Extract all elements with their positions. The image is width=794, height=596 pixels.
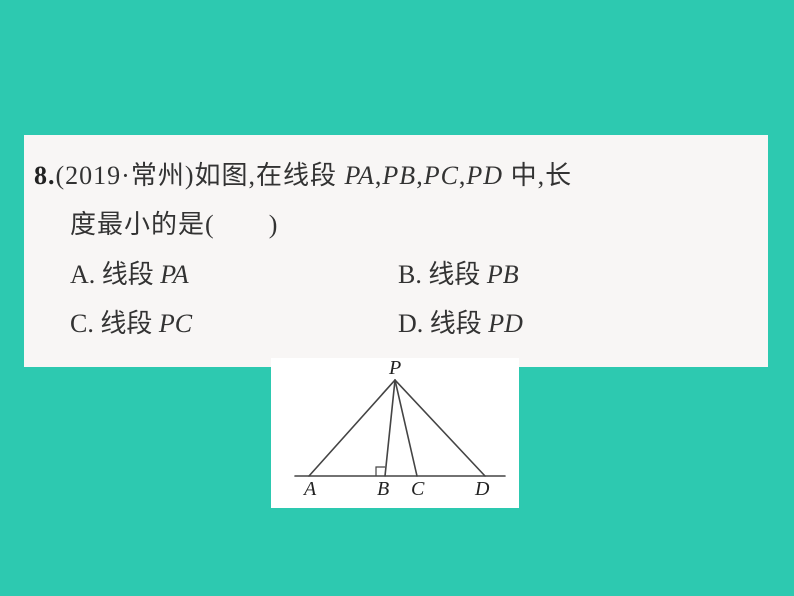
label-p: P [389,357,401,380]
stem-part2: 中,长 [503,161,572,190]
label-a: A [304,478,316,501]
options-block: A. 线段 PA B. 线段 PB C. 线段 PC D. 线段 PD [34,250,758,349]
question-source: (2019·常州) [56,161,195,190]
question-line-2: 度最小的是( ) [34,200,758,249]
answer-blank [215,210,269,239]
question-number: 8. [34,161,56,190]
seg-pc: PC [424,161,459,190]
comma-2: , [416,161,424,190]
question-line-1: 8.(2019·常州)如图,在线段 PA,PB,PC,PD 中,长 [34,151,758,200]
option-a-prefix: A. 线段 [70,260,160,289]
stem-line2b: ) [269,210,279,239]
option-c: C. 线段 PC [70,299,398,348]
option-d: D. 线段 PD [398,299,758,348]
label-d: D [475,478,489,501]
option-a-seg: PA [160,260,188,289]
question-panel: 8.(2019·常州)如图,在线段 PA,PB,PC,PD 中,长 度最小的是(… [24,135,768,367]
option-b-seg: PB [487,260,519,289]
stem-line2a: 度最小的是( [70,210,215,239]
option-a: A. 线段 PA [70,250,398,299]
option-c-seg: PC [159,309,192,338]
seg-pd: PD [466,161,503,190]
option-b-prefix: B. 线段 [398,260,487,289]
option-b: B. 线段 PB [398,250,758,299]
seg-pb: PB [382,161,416,190]
seg-pa: PA [345,161,375,190]
option-d-prefix: D. 线段 [398,309,488,338]
label-c: C [411,478,424,501]
option-c-prefix: C. 线段 [70,309,159,338]
stem-part1: 如图,在线段 [194,161,344,190]
geometry-figure: P A B C D [271,358,519,508]
option-d-seg: PD [488,309,523,338]
options-row-2: C. 线段 PC D. 线段 PD [70,299,758,348]
options-row-1: A. 线段 PA B. 线段 PB [70,250,758,299]
label-b: B [377,478,389,501]
